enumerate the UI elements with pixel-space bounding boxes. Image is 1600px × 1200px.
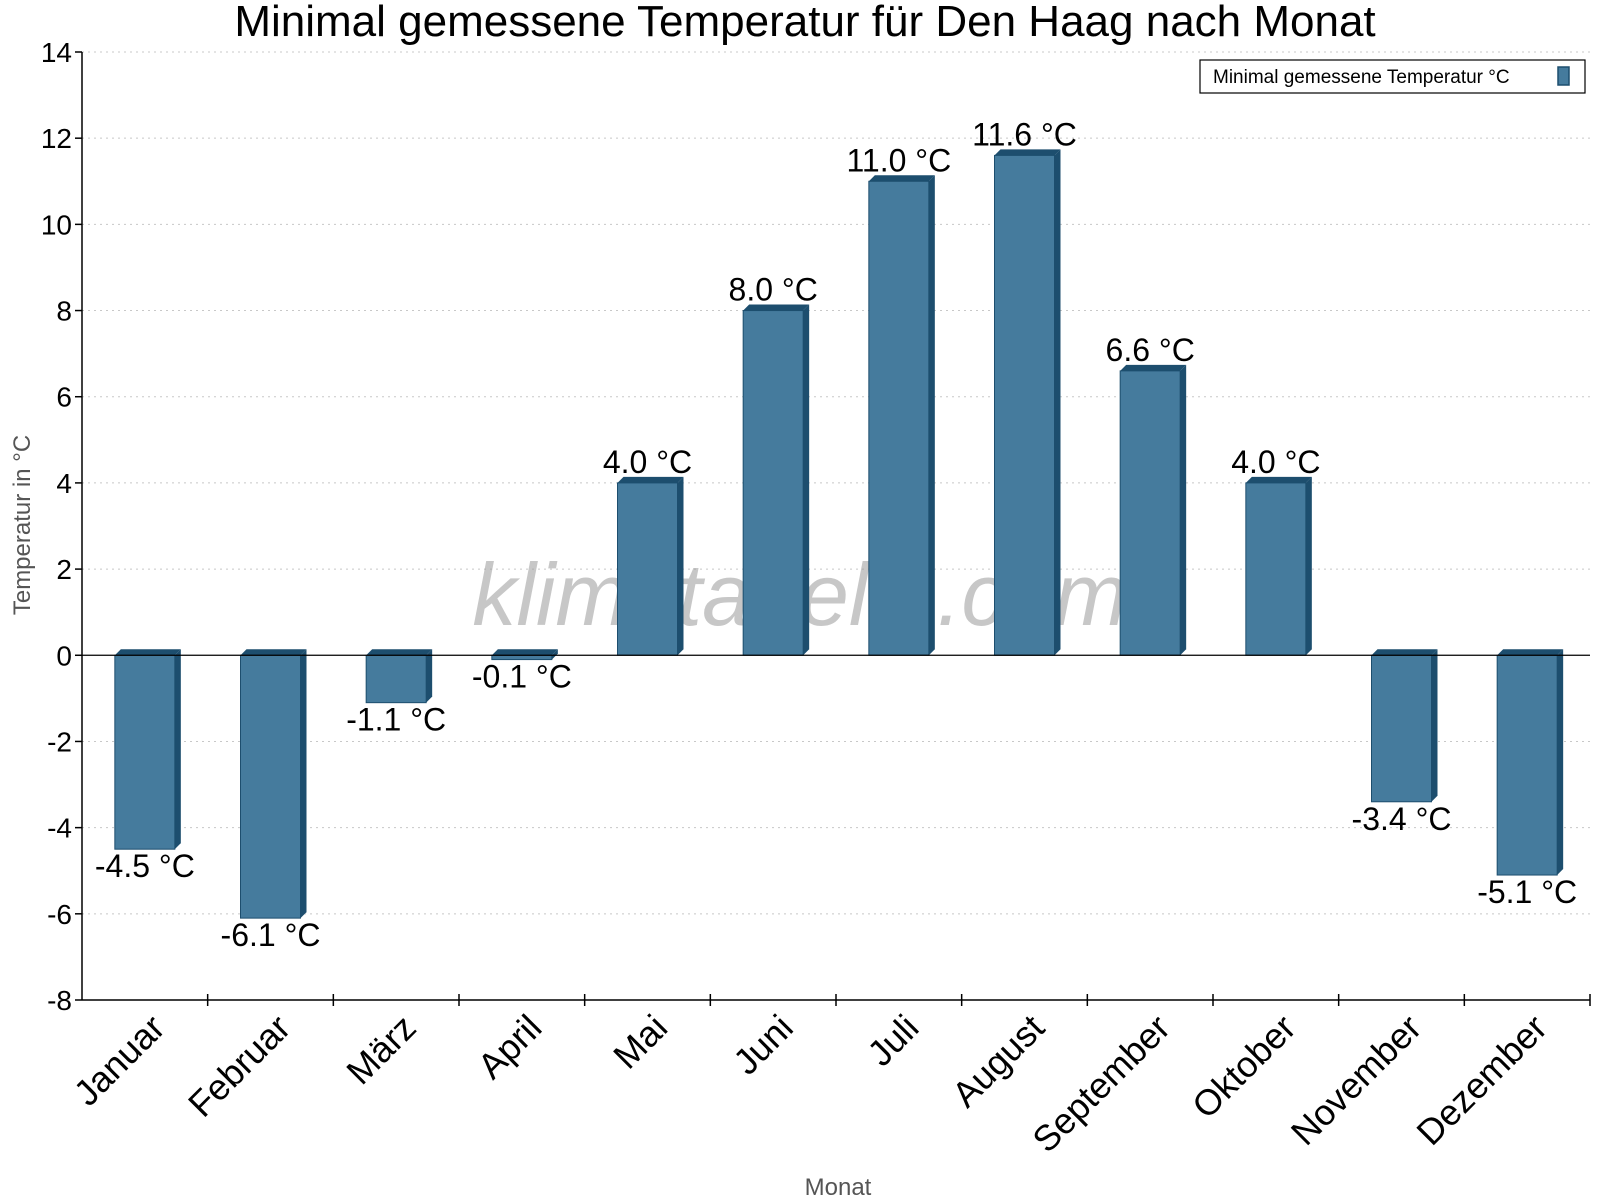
bar-top-6: [868, 175, 935, 182]
y-tick-label-3: -2: [47, 726, 72, 757]
y-tick-label-9: 10: [41, 209, 72, 240]
y-tick-label-4: 0: [56, 640, 72, 671]
chart-title: Minimal gemessene Temperatur für Den Haa…: [234, 0, 1375, 46]
bar-side-5: [803, 304, 810, 656]
axes-layer: -8 -6 -4 -2 0 2 4 6 8 10 12 14: [41, 37, 1591, 1016]
bar-7: [994, 149, 1061, 656]
bar-top-0: [114, 649, 181, 656]
data-label-9: 4.0 °C: [1231, 444, 1320, 480]
x-category-label-9: Oktober: [1184, 1007, 1304, 1127]
bar-top-2: [366, 649, 433, 656]
bar-top-10: [1371, 649, 1438, 656]
y-tick-label-7: 6: [56, 382, 72, 413]
data-label-3: -0.1 °C: [472, 659, 572, 695]
bar-front-10: [1371, 654, 1432, 803]
bar-side-0: [174, 649, 181, 850]
bar-side-11: [1557, 649, 1564, 876]
bar-front-9: [1245, 482, 1307, 656]
legend-swatch: [1557, 66, 1570, 86]
bar-8: [1119, 364, 1187, 656]
x-category-label-7: August: [944, 1007, 1052, 1115]
x-axis-title: Monat: [805, 1174, 872, 1200]
bar-6: [868, 175, 935, 656]
legend-box: [1199, 59, 1586, 94]
bar-front-11: [1496, 654, 1558, 876]
x-category-label-8: September: [1024, 1007, 1178, 1161]
bar-5: [742, 304, 810, 656]
bar-0: [114, 649, 181, 850]
bar-front-6: [868, 180, 930, 656]
x-category-label-1: Februar: [180, 1007, 298, 1125]
bar-top-5: [743, 304, 810, 311]
bar-side-1: [300, 649, 307, 919]
data-label-0: -4.5 °C: [95, 848, 195, 884]
data-label-8: 6.6 °C: [1106, 332, 1195, 368]
data-label-1: -6.1 °C: [221, 917, 321, 953]
bar-top-9: [1245, 476, 1312, 483]
x-category-label-3: April: [470, 1007, 550, 1087]
x-category-label-5: Juni: [725, 1007, 801, 1083]
y-tick-label-8: 8: [56, 296, 72, 327]
bar-front-8: [1119, 370, 1181, 656]
bar-11: [1496, 649, 1564, 876]
data-label-2: -1.1 °C: [346, 702, 446, 738]
bar-front-4: [617, 482, 678, 656]
y-tick-label-2: -4: [47, 813, 72, 844]
x-category-label-0: Januar: [66, 1007, 173, 1114]
x-category-label-10: November: [1283, 1007, 1429, 1153]
data-label-6: 11.0 °C: [846, 142, 951, 178]
bar-9: [1245, 476, 1312, 656]
bar-front-5: [742, 310, 804, 656]
data-label-4: 4.0 °C: [603, 444, 692, 480]
bar-10: [1371, 649, 1438, 803]
legend: Minimal gemessene Temperatur °C: [1199, 59, 1586, 94]
y-tick-label-0: -8: [47, 985, 72, 1016]
bar-top-8: [1120, 364, 1187, 371]
data-label-7: 11.6 °C: [972, 116, 1077, 152]
bar-front-0: [114, 654, 176, 850]
bar-side-9: [1305, 476, 1312, 656]
bar-side-7: [1054, 149, 1061, 656]
bar-front-7: [994, 154, 1055, 656]
bar-1: [240, 649, 307, 919]
bar-front-2: [365, 654, 427, 704]
y-tick-label-1: -6: [47, 899, 72, 930]
bar-side-3: [551, 649, 558, 660]
y-tick-label-6: 4: [56, 468, 72, 499]
bar-front-1: [240, 654, 301, 919]
bar-top-11: [1497, 649, 1564, 656]
bar-top-4: [617, 476, 684, 483]
bar-side-10: [1431, 649, 1438, 802]
bar-side-6: [928, 175, 935, 656]
y-tick-label-10: 12: [41, 123, 72, 154]
data-label-5: 8.0 °C: [729, 272, 818, 308]
bar-top-3: [491, 649, 558, 656]
bar-top-1: [240, 649, 307, 656]
bar-top-7: [994, 149, 1061, 156]
bar-side-8: [1180, 364, 1187, 656]
data-label-10: -3.4 °C: [1352, 801, 1452, 837]
data-label-11: -5.1 °C: [1477, 874, 1577, 910]
bar-side-2: [426, 649, 433, 703]
bar-2: [365, 649, 433, 704]
grid-layer: [82, 51, 1590, 1001]
bar-4: [617, 476, 684, 656]
y-tick-label-5: 2: [56, 554, 72, 585]
x-category-label-6: Juli: [859, 1007, 926, 1074]
y-tick-label-11: 14: [41, 37, 72, 68]
x-category-label-4: Mai: [605, 1007, 675, 1077]
y-axis-title: Temperatur in °C: [9, 435, 36, 615]
bar-3: [491, 649, 558, 661]
bars-layer: [114, 149, 1564, 919]
x-category-label-2: März: [338, 1007, 424, 1093]
bar-side-4: [677, 476, 684, 656]
legend-label: Minimal gemessene Temperatur °C: [1213, 67, 1510, 88]
x-category-label-11: Dezember: [1408, 1007, 1554, 1153]
